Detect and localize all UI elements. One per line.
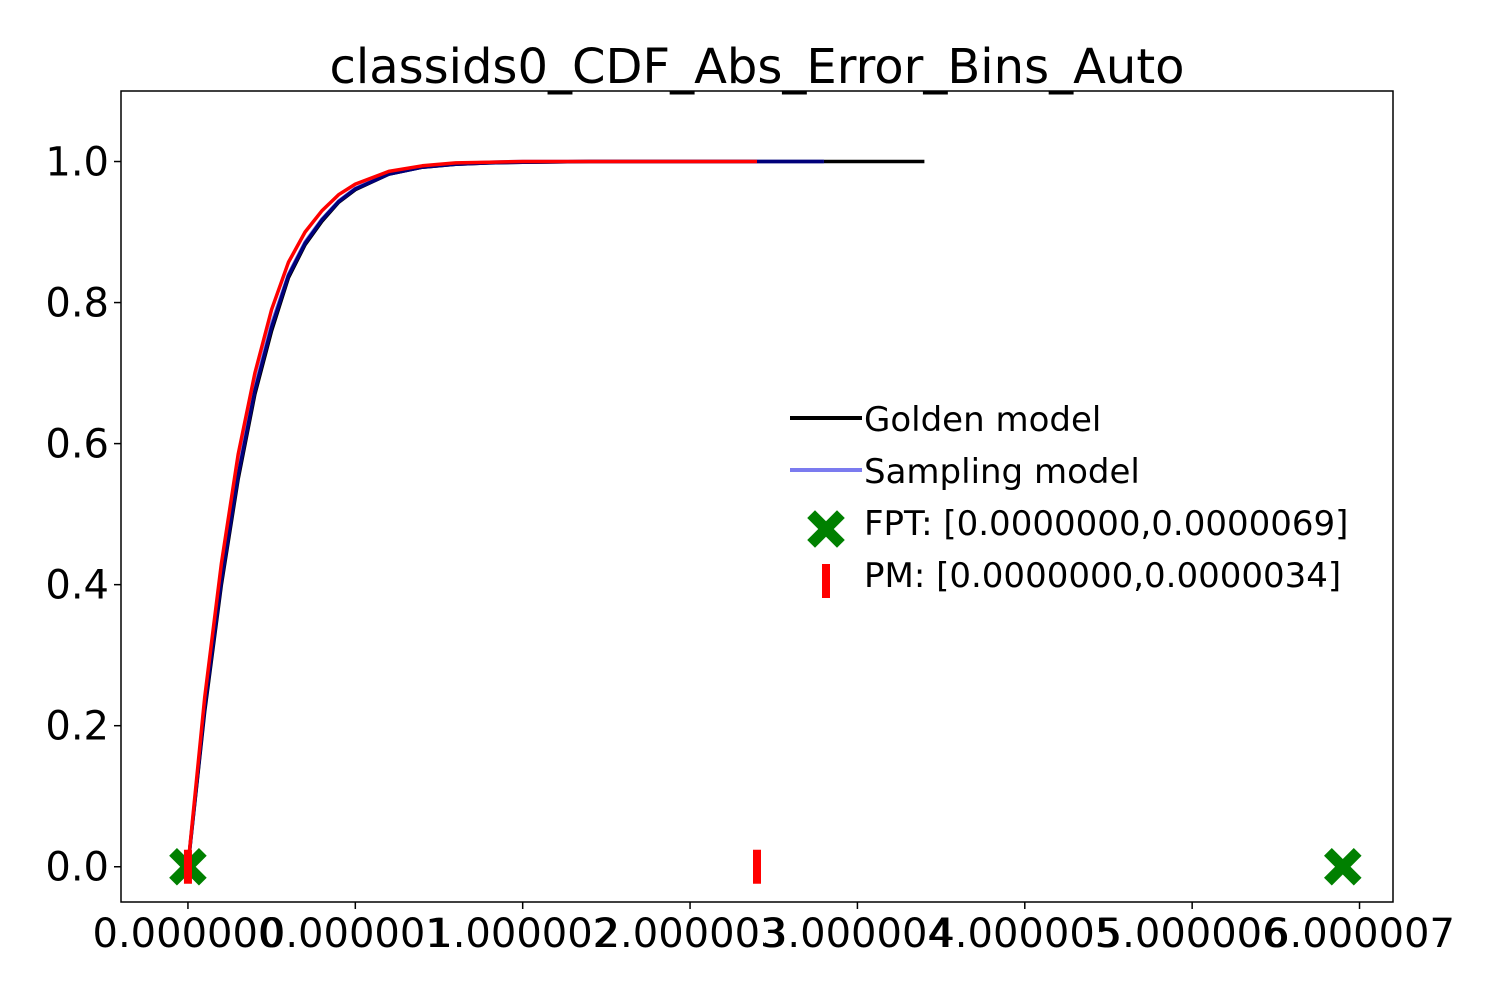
- x-axis: 0.0000000.0000011.0000022.0000033.000004…: [93, 902, 1455, 957]
- series-line-3: [186, 159, 824, 867]
- pm-marker: [753, 849, 761, 884]
- legend-label: PM: [0.0000000,0.0000034]: [864, 556, 1341, 596]
- y-tick-label: 0.2: [45, 704, 109, 750]
- pm-marker: [183, 849, 192, 884]
- plot-frame: [120, 90, 1394, 903]
- x-tick-label: 0.000001: [260, 911, 451, 957]
- series-markers: [169, 847, 1362, 886]
- chart-title: classids0_CDF_Abs_Error_Bins_Auto: [329, 39, 1184, 95]
- y-tick-label: 1.0: [45, 140, 109, 186]
- legend-swatch-x: [807, 510, 845, 548]
- legend-label: FPT: [0.0000000,0.0000069]: [864, 504, 1348, 544]
- x-tick-label: 0.000000: [93, 911, 284, 957]
- series-line-2: [186, 159, 824, 867]
- y-tick-label: 0.6: [45, 422, 109, 468]
- y-tick-label: 0.4: [45, 563, 109, 609]
- legend-label: Sampling model: [864, 452, 1140, 492]
- series-line-4: [186, 159, 757, 867]
- legend-swatch-bar: [822, 564, 830, 598]
- x-tick-label: 6.000007: [1264, 911, 1455, 957]
- legend-label: Golden model: [864, 400, 1101, 440]
- x-tick-label: 1.000002: [427, 911, 618, 957]
- x-tick-label: 4.000005: [929, 911, 1120, 957]
- series-lines: [186, 159, 925, 867]
- y-tick-label: 0.8: [45, 281, 109, 327]
- legend: Golden model Sampling model FPT: [0.000000…: [790, 400, 1348, 598]
- y-tick-label: 0.0: [45, 845, 109, 891]
- x-tick-label: 2.000003: [595, 911, 786, 957]
- y-axis: 0.0 0.2 0.4 0.6 0.8 1.0: [45, 140, 121, 891]
- x-tick-label: 3.000004: [762, 911, 953, 957]
- fpt-marker: [1324, 847, 1362, 886]
- x-tick-label: 5.000006: [1097, 911, 1288, 957]
